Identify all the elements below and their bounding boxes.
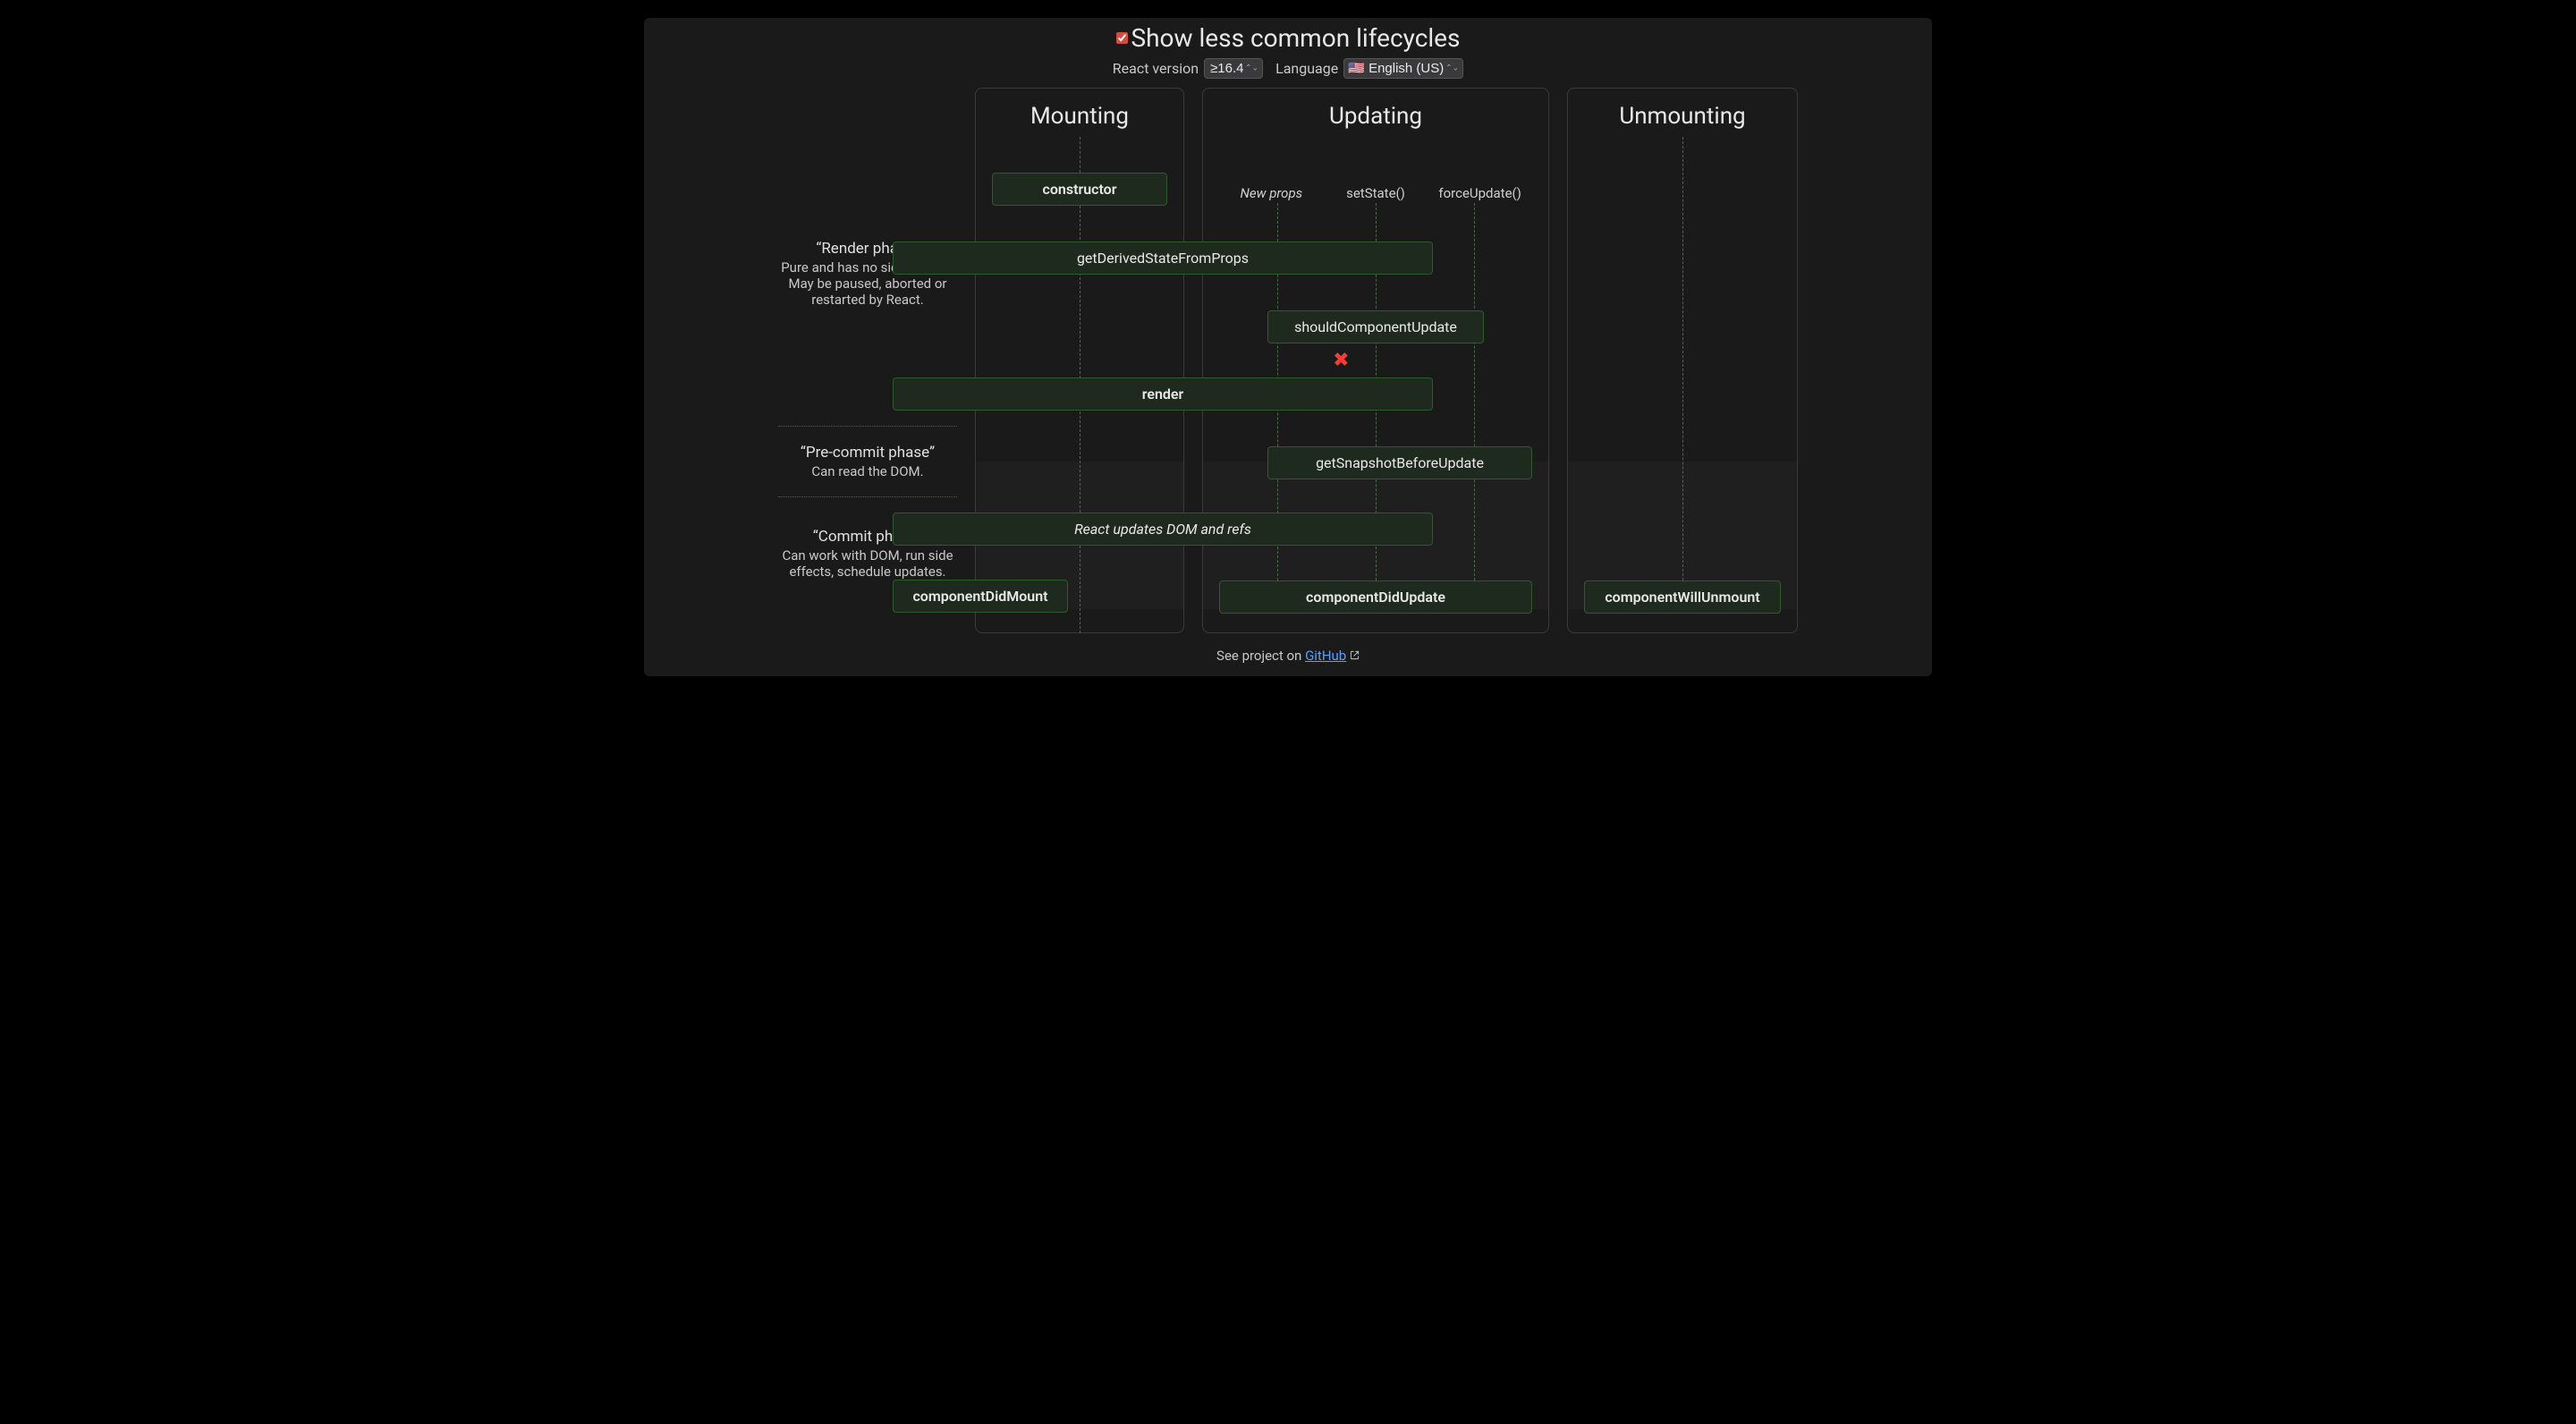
phase-precommit-title: “Pre-commit phase” <box>778 444 957 462</box>
node-constructor[interactable]: constructor <box>992 173 1167 206</box>
phase-descriptions: “Render phase” Pure and has no side effe… <box>778 88 957 633</box>
node-scu[interactable]: shouldComponentUpdate <box>1267 310 1484 343</box>
span-cdm: componentDidMount <box>893 580 1068 613</box>
language-select[interactable]: 🇺🇸 English (US) <box>1343 58 1463 79</box>
flow-line <box>1474 203 1475 581</box>
col-mounting-title: Mounting <box>992 103 1167 130</box>
node-react-updates: React updates DOM and refs <box>893 513 1433 546</box>
toggle-label[interactable]: Show less common lifecycles <box>1131 23 1461 53</box>
external-link-icon <box>1350 650 1360 660</box>
trigger-force-update: forceUpdate() <box>1428 185 1532 201</box>
lifecycle-diagram: “Render phase” Pure and has no side effe… <box>680 88 1896 633</box>
version-wrap: React version ≥16.4 <box>1113 58 1263 79</box>
node-gsbu[interactable]: getSnapshotBeforeUpdate <box>1267 446 1532 479</box>
footer: See project on GitHub <box>680 648 1896 664</box>
col-unmounting: Unmounting componentWillUnmount <box>1567 88 1798 633</box>
trigger-set-state: setState() <box>1324 185 1428 201</box>
col-updating: Updating New props setState() forceUpdat… <box>1202 88 1549 633</box>
col-unmounting-title: Unmounting <box>1584 103 1781 130</box>
phase-precommit-body: Can read the DOM. <box>778 463 957 479</box>
language-wrap: Language 🇺🇸 English (US) <box>1275 58 1463 79</box>
footer-prefix: See project on <box>1216 648 1305 664</box>
version-label: React version <box>1113 60 1199 77</box>
settings-row: React version ≥16.4 Language 🇺🇸 English … <box>680 58 1896 79</box>
toggle-row: Show less common lifecycles <box>680 23 1896 53</box>
phase-commit-body: Can work with DOM, run side effects, sch… <box>778 547 957 580</box>
trigger-row: New props setState() forceUpdate() <box>1219 185 1532 201</box>
phase-precommit: “Pre-commit phase” Can read the DOM. <box>778 427 957 496</box>
top-controls: Show less common lifecycles React versio… <box>680 23 1896 79</box>
page: Show less common lifecycles React versio… <box>644 18 1932 676</box>
col-updating-title: Updating <box>1219 103 1532 130</box>
node-render[interactable]: render <box>893 377 1433 411</box>
github-link[interactable]: GitHub <box>1305 648 1346 664</box>
node-cdm[interactable]: componentDidMount <box>893 580 1068 613</box>
version-select[interactable]: ≥16.4 <box>1204 58 1263 79</box>
node-cdu[interactable]: componentDidUpdate <box>1219 581 1532 614</box>
x-icon: ✖ <box>1333 350 1349 372</box>
flow-line <box>1682 137 1683 581</box>
span-react-updates: React updates DOM and refs <box>893 513 1433 546</box>
toggle-checkbox[interactable] <box>1116 32 1128 44</box>
node-cwu[interactable]: componentWillUnmount <box>1584 581 1781 614</box>
col-mounting: Mounting constructor <box>975 88 1184 633</box>
trigger-new-props: New props <box>1219 185 1324 201</box>
span-render: render <box>893 377 1433 411</box>
span-gdsfp: getDerivedStateFromProps <box>893 242 1433 275</box>
node-gdsfp[interactable]: getDerivedStateFromProps <box>893 242 1433 275</box>
language-label: Language <box>1275 60 1338 77</box>
